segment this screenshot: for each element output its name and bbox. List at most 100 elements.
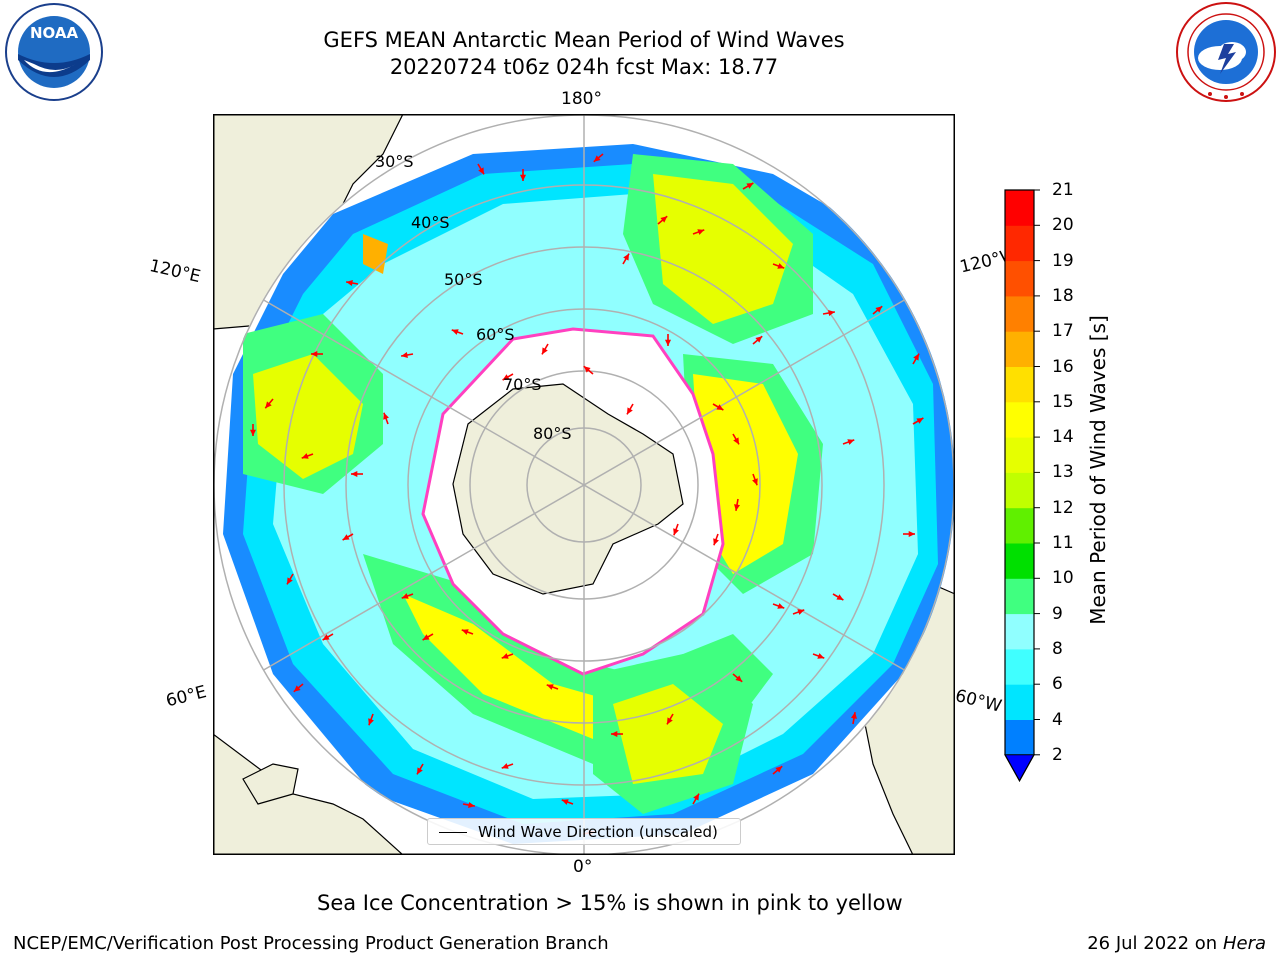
map-legend: Wind Wave Direction (unscaled) [427, 818, 741, 845]
wind-direction-arrow [792, 609, 805, 615]
colorbar-segment [1005, 578, 1034, 615]
colorbar [1004, 189, 1040, 783]
wind-direction-arrow [752, 473, 758, 486]
sea-ice-note: Sea Ice Concentration > 15% is shown in … [317, 891, 903, 915]
africa-land [213, 733, 404, 855]
colorbar-segment [1005, 225, 1034, 262]
colorbar-tick-label: 17 [1052, 321, 1074, 342]
colorbar-segment [1005, 260, 1034, 297]
lat-label-30s: 30°S [375, 152, 414, 171]
wind-direction-arrow [692, 793, 700, 805]
lat-label-80s: 80°S [533, 424, 572, 443]
colorbar-tick-label: 2 [1052, 744, 1063, 765]
wind-direction-arrow [713, 533, 719, 546]
colorbar-segment [1005, 331, 1034, 367]
colorbar-tick-label: 4 [1052, 709, 1063, 730]
wind-direction-arrow [732, 433, 740, 445]
wave-swell-yellow-2 [653, 174, 793, 324]
noaa-logo: NOAA [5, 3, 103, 101]
colorbar-tick-label: 9 [1052, 603, 1063, 624]
wind-direction-arrow [541, 343, 549, 355]
colorbar-tick-label: 20 [1052, 215, 1074, 236]
wind-arrows [249, 153, 924, 837]
colorbar-segment [1005, 543, 1034, 579]
colorbar-segment [1005, 366, 1034, 403]
wind-direction-arrow [383, 412, 389, 425]
wind-direction-arrow [812, 653, 825, 659]
wind-direction-arrow [872, 305, 883, 315]
wind-direction-arrow [301, 453, 314, 459]
wind-direction-arrow [416, 763, 424, 775]
lon-label-120e: 120°E [147, 256, 203, 288]
antarctica-land [452, 383, 684, 595]
colorbar-segment [1005, 684, 1034, 720]
colorbar-segment [1005, 613, 1034, 650]
wind-direction-arrow [772, 603, 785, 609]
footer-date-text: 26 Jul 2022 on [1087, 933, 1223, 954]
madagascar-land [242, 763, 299, 805]
wind-direction-arrow [583, 365, 594, 375]
wind-direction-arrow [752, 335, 763, 345]
wave-swell-yellow-1 [253, 354, 363, 479]
wind-direction-arrow [850, 712, 857, 725]
wind-direction-arrow [501, 653, 514, 659]
colorbar-segment [1005, 507, 1034, 544]
colorbar-tick-label: 16 [1052, 356, 1074, 377]
wind-direction-arrow [666, 713, 674, 725]
wind-direction-arrow [546, 684, 559, 690]
lat-label-40s: 40°S [411, 213, 450, 232]
footer-date: 26 Jul 2022 on Hera [1087, 933, 1266, 954]
wind-direction-arrow [622, 253, 630, 265]
colorbar-segment [1005, 190, 1034, 226]
wind-direction-arrow [561, 799, 574, 805]
wind-direction-arrow [264, 398, 274, 409]
colorbar-segment [1005, 401, 1034, 438]
colorbar-segment [1005, 472, 1034, 509]
wind-direction-arrow [342, 533, 354, 541]
wave-swell-yellow-4 [403, 594, 693, 739]
wind-direction-arrow [501, 763, 514, 769]
lon-label-60w: 60°W [953, 686, 1004, 717]
colorbar-tick-label: 11 [1052, 533, 1074, 553]
wind-direction-arrow [249, 424, 257, 436]
colorbar-tick-label: 18 [1052, 285, 1074, 306]
wind-direction-arrow [734, 498, 741, 511]
wind-direction-arrow [664, 334, 672, 346]
wind-direction-arrow [712, 403, 724, 411]
colorbar-segment [1005, 719, 1034, 756]
footer-host: Hera [1222, 933, 1266, 954]
wind-direction-arrow [742, 182, 754, 190]
colorbar-tick-label: 10 [1052, 568, 1074, 589]
wind-direction-arrow [477, 163, 485, 175]
colorbar-tick-label: 15 [1052, 391, 1074, 412]
wind-direction-arrow [912, 417, 924, 425]
lat-label-60s: 60°S [476, 325, 515, 344]
lat-label-50s: 50°S [444, 270, 483, 289]
colorbar-tick-label: 6 [1052, 674, 1063, 695]
wind-direction-arrow [772, 263, 785, 269]
wind-direction-arrow [346, 280, 359, 287]
wind-direction-arrow [502, 373, 514, 381]
footer-branch: NCEP/EMC/Verification Post Processing Pr… [13, 933, 609, 954]
map-border [213, 114, 955, 855]
lon-label-60e: 60°E [164, 682, 209, 712]
lon-label-0: 0° [573, 857, 593, 877]
colorbar-segment [1005, 648, 1034, 685]
wind-direction-arrow [401, 593, 414, 599]
wind-direction-arrow [832, 593, 844, 601]
wind-direction-arrow [657, 215, 668, 225]
chart-subtitle: 20220724 t06z 024h fcst Max: 18.77 [389, 55, 779, 79]
wind-direction-arrow [451, 329, 464, 335]
legend-line-sample [439, 832, 467, 833]
wind-direction-arrow [692, 229, 705, 235]
wind-direction-arrow [293, 683, 304, 693]
svg-text:NOAA: NOAA [30, 24, 79, 42]
wind-direction-arrow [626, 403, 634, 415]
wind-direction-arrow [311, 350, 323, 358]
wind-direction-arrow [461, 629, 474, 635]
colorbar-tick-label: 21 [1052, 180, 1074, 200]
colorbar-segment [1005, 295, 1034, 332]
colorbar-tick-label: 14 [1052, 427, 1074, 448]
colorbar-tick-label: 8 [1052, 638, 1063, 659]
wind-direction-arrow [519, 169, 527, 181]
